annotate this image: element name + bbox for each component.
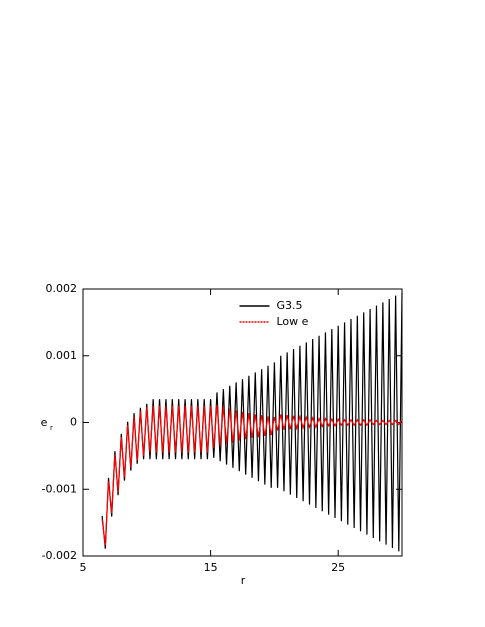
y-tick-label: 0.002 (46, 282, 78, 295)
x-tick-label: 15 (204, 561, 218, 574)
x-tick-label: 25 (331, 561, 345, 574)
y-tick-label: 0.001 (46, 349, 78, 362)
y-axis-label: e (41, 416, 48, 429)
series-line (101, 292, 403, 552)
legend-label: G3.5 (277, 299, 303, 312)
x-axis-label: r (241, 574, 246, 587)
y-axis-label-sub: r (50, 424, 53, 432)
x-tick-label: 5 (80, 561, 87, 574)
series-line (101, 404, 403, 546)
y-tick-label: -0.001 (42, 482, 77, 495)
y-tick-label: 0 (70, 416, 77, 429)
legend-label: Low e (277, 315, 309, 328)
y-tick-label: -0.002 (42, 549, 77, 562)
